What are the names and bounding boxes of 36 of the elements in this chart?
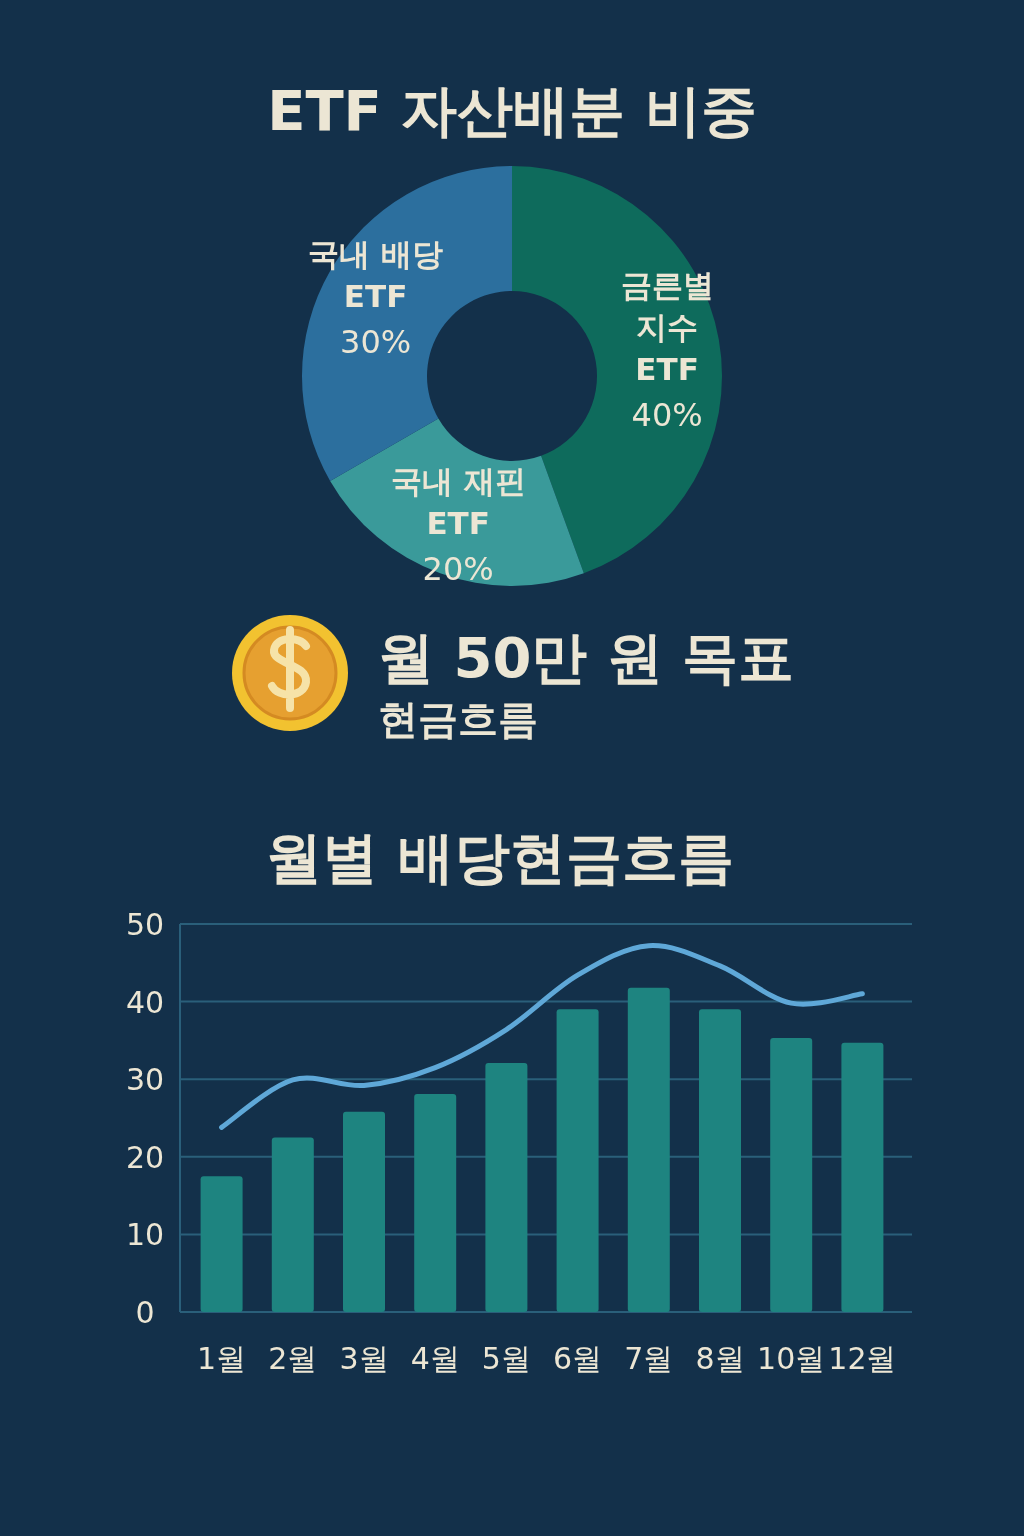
data-label: 30% bbox=[340, 323, 412, 362]
x-tick-label: 4월 bbox=[410, 1341, 460, 1376]
x-tick-label: 10월 bbox=[757, 1341, 826, 1376]
slice-label: 국내 재핀 ETF bbox=[390, 463, 526, 541]
y-tick-label: 0 bbox=[135, 1295, 155, 1330]
bar bbox=[699, 1009, 741, 1312]
x-tick-label: 2월 bbox=[268, 1341, 318, 1376]
bar bbox=[200, 1176, 243, 1312]
x-tick-label: 1월 bbox=[197, 1341, 247, 1376]
x-tick-label: 5월 bbox=[481, 1341, 531, 1376]
text: 현금흐름 bbox=[378, 696, 538, 742]
chart-title: 월별 배당현금흐름 bbox=[266, 825, 734, 890]
x-tick-label: 8월 bbox=[695, 1341, 745, 1376]
bar bbox=[627, 987, 670, 1312]
x-tick-label: 3월 bbox=[339, 1341, 389, 1376]
x-tick-label: 7월 bbox=[624, 1341, 674, 1376]
y-tick-label: 30 bbox=[125, 1062, 165, 1098]
slice-label: 금른별 지수 ETF bbox=[620, 266, 714, 387]
y-tick-label: 20 bbox=[125, 1139, 165, 1175]
bar bbox=[556, 1009, 599, 1312]
y-tick-label: 10 bbox=[125, 1217, 165, 1253]
data-label: 40% bbox=[631, 395, 703, 434]
bar bbox=[841, 1042, 884, 1312]
y-tick-label: 40 bbox=[125, 984, 165, 1020]
x-tick-label: 6월 bbox=[553, 1341, 603, 1376]
data-label: 20% bbox=[422, 550, 494, 588]
x-tick-label: 12월 bbox=[828, 1341, 897, 1376]
bar bbox=[485, 1062, 528, 1312]
bar bbox=[414, 1093, 457, 1312]
chart-title: ETF 자산배분 비중 bbox=[267, 78, 757, 143]
bar bbox=[770, 1038, 813, 1312]
bar bbox=[343, 1111, 385, 1312]
bar bbox=[271, 1137, 314, 1312]
text: 월 50만 원 목표 bbox=[378, 625, 795, 690]
y-tick-label: 50 bbox=[125, 907, 165, 942]
slice-label: 국내 배당 ETF bbox=[308, 236, 443, 315]
